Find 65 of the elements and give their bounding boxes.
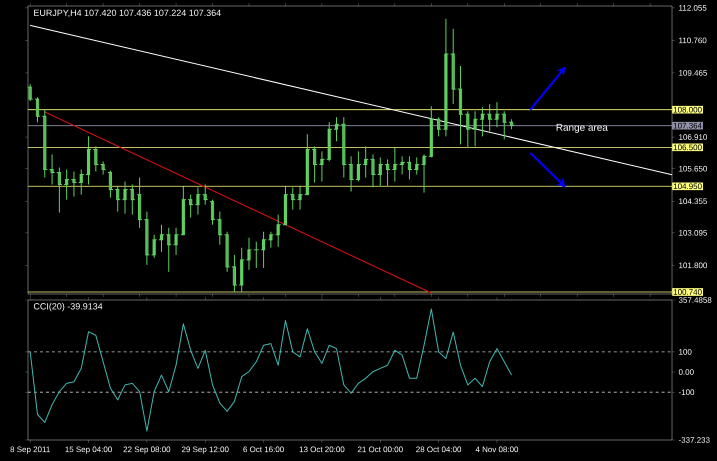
candlestick	[275, 214, 282, 248]
candlestick	[114, 186, 121, 212]
candlestick	[457, 66, 464, 145]
candlestick	[246, 237, 252, 270]
candlestick	[450, 28, 456, 105]
candlestick	[290, 187, 296, 210]
candlestick	[370, 154, 376, 188]
candlestick	[151, 234, 158, 258]
candlestick	[384, 158, 391, 188]
candlestick	[326, 122, 332, 162]
candlestick	[399, 156, 406, 175]
candlestick	[479, 106, 486, 137]
candlestick	[392, 146, 398, 182]
candlestick	[100, 160, 106, 175]
candlestick	[501, 110, 508, 140]
candlestick	[333, 116, 340, 142]
candlestick	[268, 231, 274, 248]
candlestick	[158, 224, 165, 252]
candlestick	[340, 116, 347, 178]
candlestick	[377, 156, 384, 188]
chart-title: EURJPY,H4 107.420 107.436 107.224 107.364	[34, 10, 221, 18]
candlestick	[472, 110, 478, 147]
candlestick	[216, 211, 223, 246]
candlestick	[318, 150, 325, 182]
candlestick	[312, 146, 318, 184]
candlestick	[508, 118, 515, 130]
candlestick	[494, 102, 500, 128]
candlestick	[107, 170, 114, 198]
candlestick	[406, 156, 412, 180]
candlestick	[348, 156, 354, 192]
candlestick	[70, 170, 78, 198]
candlestick	[420, 154, 428, 194]
candlestick	[122, 181, 128, 214]
candlestick	[304, 134, 310, 196]
candlestick	[260, 231, 267, 268]
candlestick	[129, 184, 136, 216]
candlestick	[231, 254, 238, 292]
candlestick	[486, 104, 493, 132]
candlestick	[362, 146, 369, 178]
candlestick	[436, 116, 442, 137]
candlestick	[296, 186, 304, 210]
candlestick	[42, 108, 48, 178]
candlestick	[442, 18, 449, 137]
candlestick	[85, 136, 92, 186]
candlestick	[464, 110, 471, 148]
candlestick	[166, 227, 172, 272]
candlestick	[64, 168, 70, 200]
candlestick	[144, 211, 150, 266]
annotation: Range area	[556, 124, 608, 133]
candlestick	[92, 146, 99, 172]
candlestick	[136, 176, 143, 228]
candlestick	[194, 187, 201, 216]
candlestick	[188, 194, 194, 218]
candlestick	[27, 84, 34, 102]
chart-title: CCI(20) -39.9134	[34, 302, 102, 312]
candlestick	[78, 168, 84, 196]
candlestick	[428, 106, 434, 158]
candlestick	[173, 227, 180, 256]
candlestick	[202, 184, 208, 206]
candlestick	[238, 247, 245, 292]
candlestick	[49, 154, 56, 186]
candlestick	[56, 166, 62, 214]
candlestick	[414, 156, 420, 175]
candlestick	[355, 150, 362, 182]
candlestick	[253, 241, 260, 268]
